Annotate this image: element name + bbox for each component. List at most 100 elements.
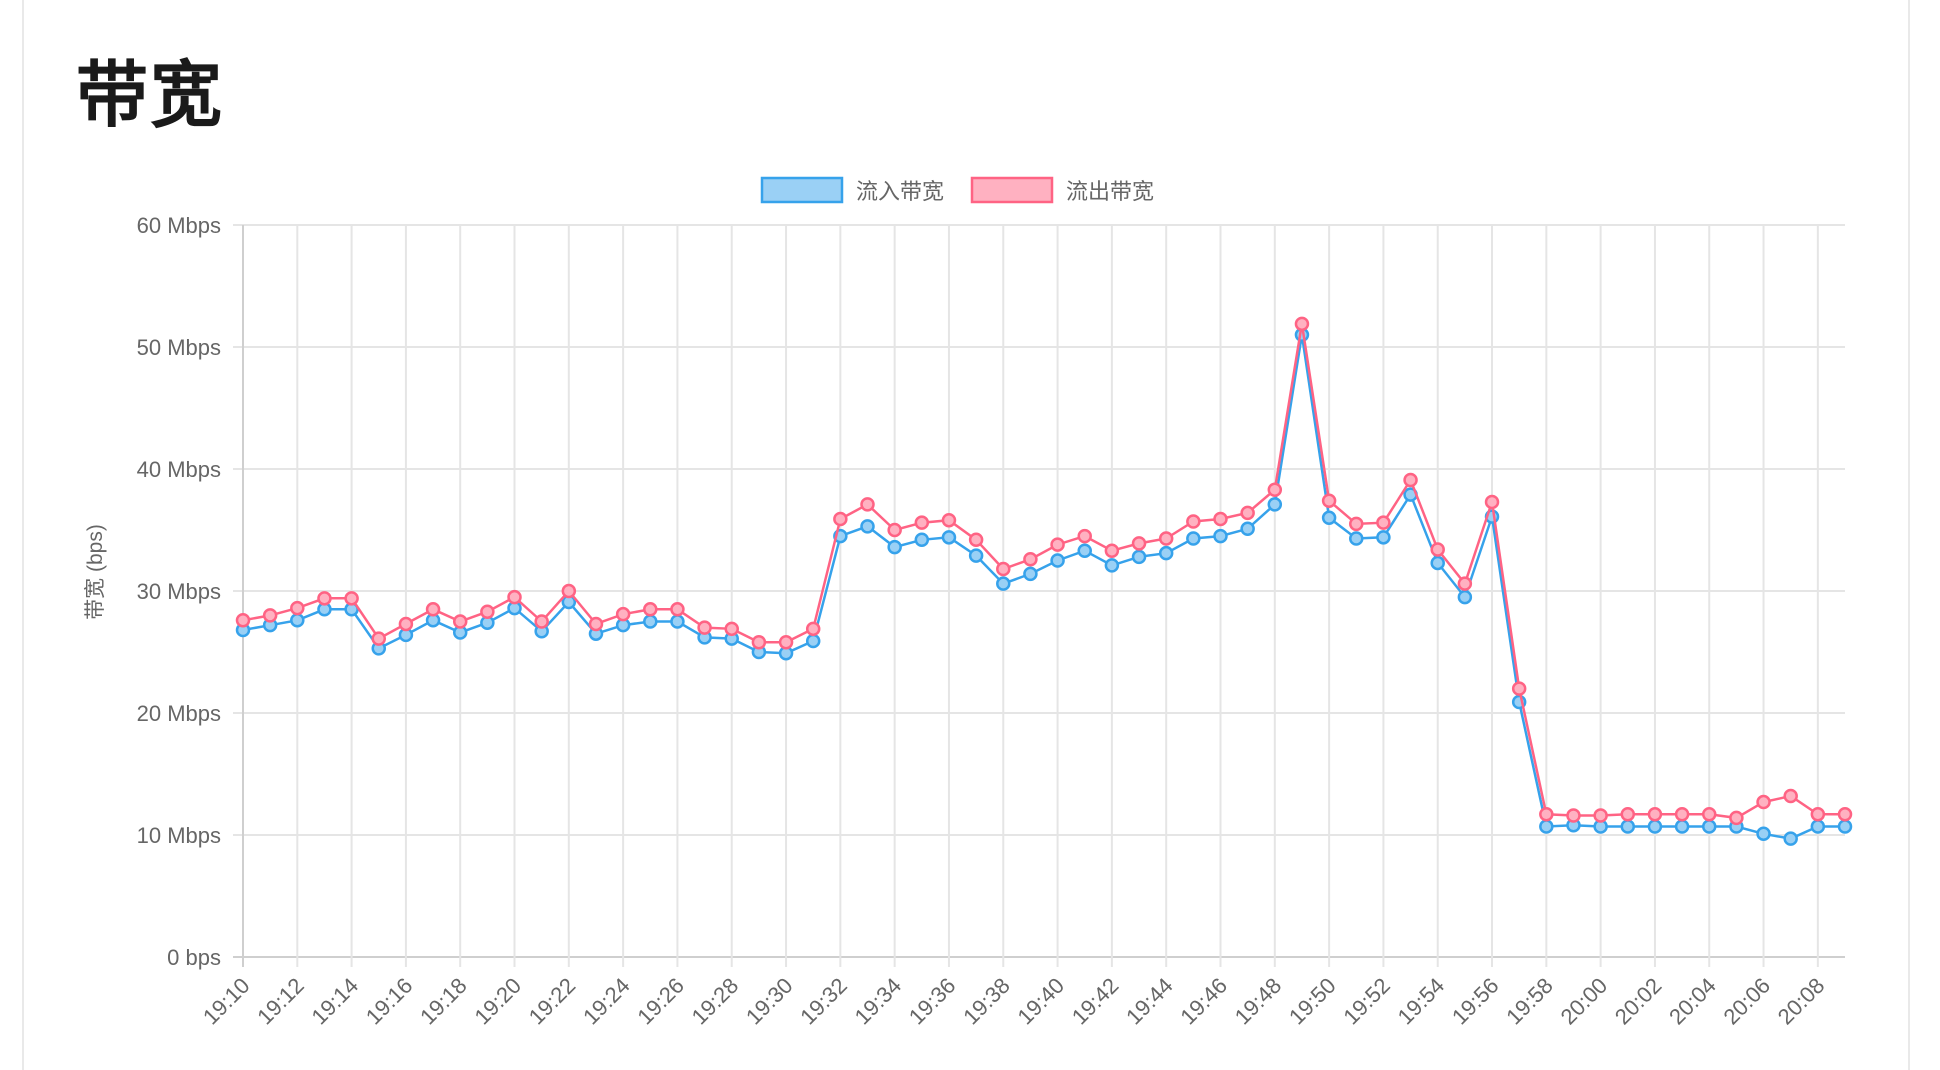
data-point[interactable] <box>643 602 658 617</box>
data-point[interactable] <box>643 614 658 629</box>
data-point[interactable] <box>887 539 902 555</box>
data-point[interactable] <box>996 576 1011 591</box>
data-point[interactable] <box>860 497 875 512</box>
data-point[interactable] <box>588 616 604 632</box>
data-point[interactable] <box>778 634 794 650</box>
chart-legend[interactable]: 流入带宽 流出带宽 <box>760 176 1154 204</box>
data-point[interactable] <box>1539 807 1554 822</box>
legend-label: 流入带宽 <box>856 179 944 204</box>
data-point[interactable] <box>1783 788 1798 804</box>
data-point[interactable] <box>452 614 468 629</box>
data-point[interactable] <box>1349 516 1364 532</box>
data-point[interactable] <box>235 613 251 628</box>
data-point[interactable] <box>1457 576 1473 591</box>
data-point[interactable] <box>914 515 930 530</box>
data-point[interactable] <box>398 616 414 632</box>
legend-item-inbound[interactable]: 流入带宽 <box>760 176 944 204</box>
data-point[interactable] <box>1701 819 1717 834</box>
data-point[interactable] <box>1240 505 1255 521</box>
data-point[interactable] <box>480 604 495 619</box>
data-point[interactable] <box>697 620 712 635</box>
data-point[interactable] <box>262 608 278 623</box>
data-point[interactable] <box>805 621 821 637</box>
data-point[interactable] <box>1131 549 1147 565</box>
data-point[interactable] <box>1158 531 1174 546</box>
data-point[interactable] <box>1240 521 1255 537</box>
data-point[interactable] <box>1674 819 1690 834</box>
data-point[interactable] <box>1647 807 1663 822</box>
data-point[interactable] <box>1023 566 1038 582</box>
data-point[interactable] <box>1430 555 1445 571</box>
data-point[interactable] <box>1321 510 1337 526</box>
data-point[interactable] <box>1837 819 1853 834</box>
data-point[interactable] <box>1620 819 1636 834</box>
data-point[interactable] <box>1647 819 1663 834</box>
data-point[interactable] <box>1104 558 1120 573</box>
data-point[interactable] <box>507 589 522 605</box>
data-point[interactable] <box>615 606 631 622</box>
data-point[interactable] <box>290 600 305 616</box>
data-point[interactable] <box>344 591 359 606</box>
data-point[interactable] <box>1701 807 1717 822</box>
data-point[interactable] <box>724 621 739 637</box>
data-point[interactable] <box>670 614 685 629</box>
data-point[interactable] <box>996 561 1011 577</box>
data-point[interactable] <box>1620 807 1636 822</box>
data-point[interactable] <box>1186 514 1201 529</box>
data-point[interactable] <box>1294 316 1310 332</box>
x-tick-label: 19:42 <box>1067 973 1124 1030</box>
data-point[interactable] <box>1050 537 1065 552</box>
data-point[interactable] <box>1213 528 1228 544</box>
data-point[interactable] <box>1729 810 1744 826</box>
data-point[interactable] <box>1104 543 1120 558</box>
data-point[interactable] <box>1810 819 1826 834</box>
data-point[interactable] <box>1756 794 1771 810</box>
legend-item-outbound[interactable]: 流出带宽 <box>970 176 1154 204</box>
data-point[interactable] <box>887 522 902 538</box>
data-point[interactable] <box>1810 807 1826 822</box>
data-point[interactable] <box>1213 511 1228 527</box>
data-point[interactable] <box>941 530 957 545</box>
data-point[interactable] <box>805 633 821 649</box>
data-point[interactable] <box>1539 819 1554 834</box>
x-tick-label: 19:14 <box>307 973 364 1030</box>
data-point[interactable] <box>1484 494 1500 510</box>
data-point[interactable] <box>371 631 387 646</box>
data-point[interactable] <box>1023 552 1038 567</box>
data-point[interactable] <box>1430 542 1445 557</box>
data-point[interactable] <box>1403 472 1418 488</box>
data-point[interactable] <box>561 583 577 599</box>
data-point[interactable] <box>914 532 930 548</box>
data-point[interactable] <box>941 512 957 528</box>
data-point[interactable] <box>1756 826 1771 842</box>
data-point[interactable] <box>1077 528 1092 544</box>
data-point[interactable] <box>1593 808 1608 823</box>
data-point[interactable] <box>1186 531 1201 546</box>
data-point[interactable] <box>968 548 984 563</box>
data-point[interactable] <box>290 613 305 628</box>
data-point[interactable] <box>1267 497 1283 512</box>
data-point[interactable] <box>1050 553 1065 568</box>
data-point[interactable] <box>1158 545 1174 561</box>
data-point[interactable] <box>860 519 875 534</box>
data-point[interactable] <box>833 511 848 527</box>
data-point[interactable] <box>751 634 767 650</box>
data-point[interactable] <box>1349 531 1364 546</box>
data-point[interactable] <box>1376 515 1391 530</box>
data-point[interactable] <box>1321 493 1337 508</box>
data-point[interactable] <box>1783 831 1798 846</box>
data-point[interactable] <box>1457 589 1473 605</box>
data-point[interactable] <box>425 602 441 617</box>
data-point[interactable] <box>1674 807 1690 822</box>
data-point[interactable] <box>1511 681 1527 696</box>
data-point[interactable] <box>1131 536 1147 551</box>
data-point[interactable] <box>534 614 549 629</box>
data-point[interactable] <box>1837 807 1853 822</box>
data-point[interactable] <box>670 602 685 617</box>
data-point[interactable] <box>1077 543 1092 558</box>
data-point[interactable] <box>317 591 332 606</box>
data-point[interactable] <box>1566 808 1581 823</box>
data-point[interactable] <box>1267 482 1283 497</box>
data-point[interactable] <box>968 532 984 548</box>
data-point[interactable] <box>1376 530 1391 545</box>
